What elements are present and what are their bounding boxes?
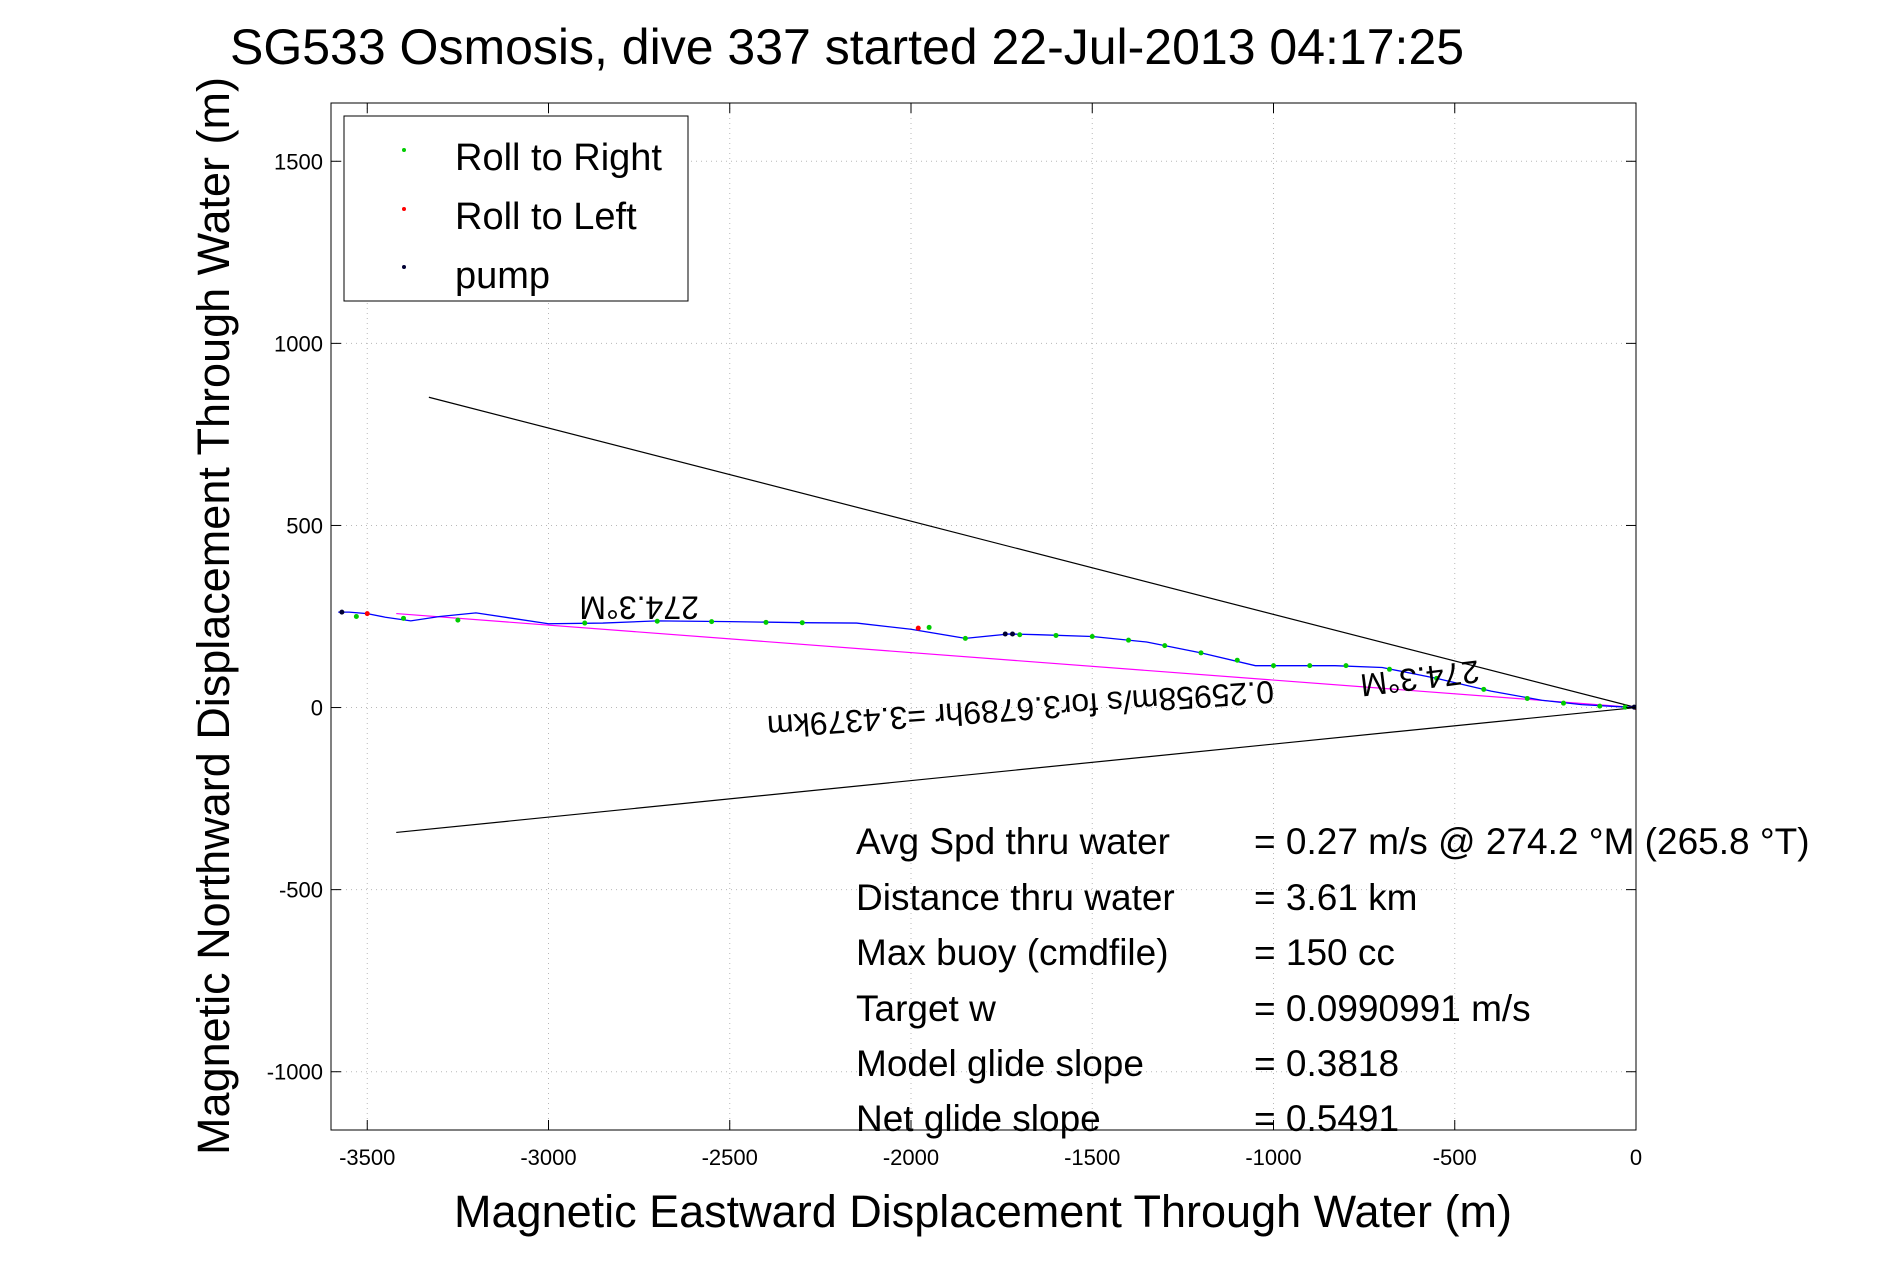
axis-ticks: -3500 -3000 -2500 -2000 -1500 -1000 -500 0 -1000… xyxy=(267,103,1642,1170)
point-roll-to-right xyxy=(353,614,359,619)
stat-label-net-glide: Net glide slope xyxy=(856,1098,1101,1139)
stat-value-model-glide: = 0.3818 xyxy=(1254,1043,1399,1084)
y-tick-label: -500 xyxy=(279,878,323,903)
y-axis-label: Magnetic Northward Displacement Through … xyxy=(188,77,239,1155)
chart-title: SG533 Osmosis, dive 337 started 22-Jul-2… xyxy=(230,19,1464,75)
legend-marker-pump xyxy=(402,265,406,269)
point-roll-to-right xyxy=(401,615,406,621)
y-tick-label: 0 xyxy=(311,696,323,721)
point-roll-to-right xyxy=(1481,686,1487,692)
point-roll-to-right xyxy=(1434,675,1440,681)
stat-value-distance: = 3.61 km xyxy=(1254,877,1418,918)
point-roll-to-right xyxy=(1126,637,1131,643)
x-tick-label: -3000 xyxy=(520,1145,576,1170)
reference-line xyxy=(428,396,1636,709)
point-roll-to-right xyxy=(1307,663,1313,669)
point-pump xyxy=(1010,631,1015,637)
x-tick-label: -2000 xyxy=(883,1145,939,1170)
stat-value-target-w: = 0.0990991 m/s xyxy=(1254,988,1531,1029)
point-roll-to-right xyxy=(654,618,660,624)
point-roll-to-right xyxy=(1597,703,1603,709)
stat-label-distance: Distance thru water xyxy=(856,877,1175,918)
reference-line xyxy=(396,706,1636,834)
annotation-label: 274.3°M xyxy=(579,589,699,625)
legend: Roll to Right Roll to Left pump xyxy=(343,115,689,302)
point-roll-to-right xyxy=(709,619,715,625)
stat-label-avg-speed: Avg Spd thru water xyxy=(856,821,1170,862)
point-roll-to-right xyxy=(763,619,769,625)
point-roll-to-right xyxy=(455,617,461,623)
legend-label-roll-left: Roll to Left xyxy=(455,196,637,238)
grid xyxy=(331,103,1636,1130)
stat-label-target-w: Target w xyxy=(856,988,996,1029)
stat-label-model-glide: Model glide slope xyxy=(856,1043,1144,1084)
point-roll-to-right xyxy=(1387,666,1392,672)
point-roll-to-right xyxy=(582,620,588,626)
point-roll-to-right xyxy=(1234,657,1240,663)
stats-block: Avg Spd thru water = 0.27 m/s @ 274.2 °M… xyxy=(856,821,1810,1139)
point-roll-to-right xyxy=(1271,663,1276,669)
y-tick-label: 500 xyxy=(286,513,323,538)
stat-value-max-buoy: = 150 cc xyxy=(1254,932,1395,973)
x-tick-label: 0 xyxy=(1630,1145,1642,1170)
point-roll-to-right xyxy=(799,620,805,626)
x-tick-label: -1500 xyxy=(1064,1145,1120,1170)
point-roll-to-right xyxy=(1162,643,1168,649)
point-roll-to-right xyxy=(1561,700,1566,706)
x-tick-label: -3500 xyxy=(339,1145,395,1170)
point-roll-to-right xyxy=(962,635,968,641)
point-roll-to-left xyxy=(915,625,921,631)
x-tick-label: -500 xyxy=(1433,1145,1477,1170)
point-roll-to-right xyxy=(1198,650,1204,656)
x-tick-label: -1000 xyxy=(1245,1145,1301,1170)
y-tick-label: 1500 xyxy=(274,149,323,174)
reference-line xyxy=(396,612,1636,709)
point-roll-to-right xyxy=(1524,695,1530,701)
point-pump xyxy=(339,609,345,615)
legend-marker-roll-right xyxy=(402,148,406,152)
point-roll-to-right xyxy=(926,624,932,630)
point-roll-to-right xyxy=(1089,634,1095,640)
point-roll-to-right xyxy=(1343,663,1349,669)
legend-marker-roll-left xyxy=(402,207,406,211)
x-axis-label: Magnetic Eastward Displacement Through W… xyxy=(454,1186,1512,1237)
legend-label-pump: pump xyxy=(455,255,550,297)
stat-value-net-glide: = 0.5491 xyxy=(1254,1098,1399,1139)
y-tick-label: 1000 xyxy=(274,331,323,356)
point-roll-to-right xyxy=(1017,632,1023,638)
stat-label-max-buoy: Max buoy (cmdfile) xyxy=(856,932,1169,973)
stat-value-avg-speed: = 0.27 m/s @ 274.2 °M (265.8 °T) xyxy=(1254,821,1810,862)
point-roll-to-right xyxy=(1622,704,1628,710)
legend-box xyxy=(343,115,689,302)
point-pump xyxy=(1002,631,1008,637)
plot-frame xyxy=(330,102,1637,1131)
reference-lines xyxy=(396,396,1636,834)
point-roll-to-left xyxy=(364,611,370,617)
y-tick-label: -1000 xyxy=(267,1060,323,1085)
points-layer xyxy=(339,609,1636,711)
point-roll-to-right xyxy=(1053,632,1059,638)
legend-label-roll-right: Roll to Right xyxy=(455,137,662,179)
x-tick-label: -2500 xyxy=(702,1145,758,1170)
